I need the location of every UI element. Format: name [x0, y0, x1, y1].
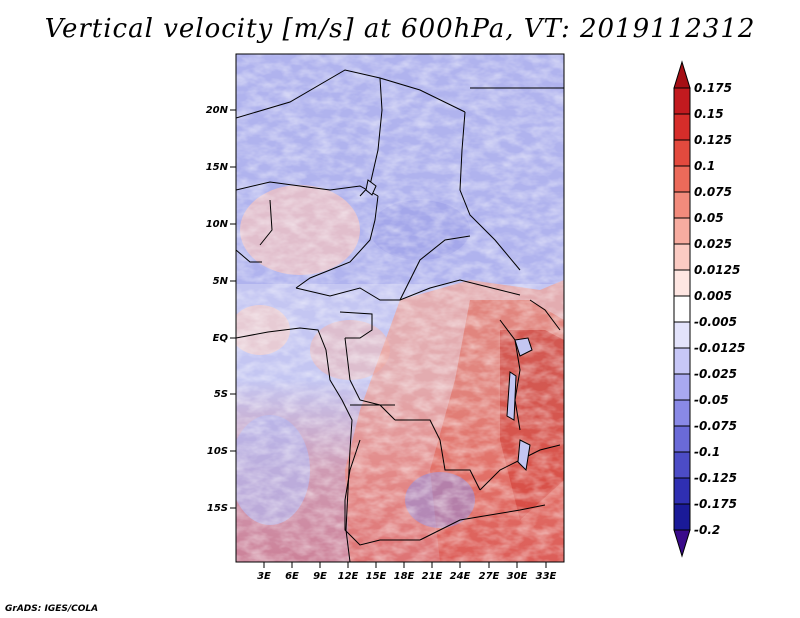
- colorbar-label: 0.025: [694, 237, 732, 251]
- colorbar-label: 0.075: [694, 185, 732, 199]
- map-frame: [235, 53, 565, 563]
- lon-tick-label: 27E: [479, 571, 500, 582]
- coastline: [236, 327, 353, 562]
- colorbar-segment: [673, 347, 691, 375]
- latitude-axis: 20N 15N 10N 5N EQ 5S 10S 15S: [206, 105, 236, 514]
- colorbar-segment: [673, 217, 691, 245]
- lon-tick-label: 18E: [394, 571, 415, 582]
- lon-tick-label: 9E: [313, 571, 327, 582]
- colorbar-top-arrow: [673, 60, 691, 89]
- colorbar-segment: [673, 87, 691, 115]
- colorbar-label: -0.05: [694, 393, 729, 407]
- colorbar-segment: [673, 295, 691, 323]
- colorbar-segment: [673, 321, 691, 349]
- colorbar-label: -0.125: [694, 471, 737, 485]
- lakes: [365, 179, 533, 472]
- lon-tick-label: 33E: [536, 571, 557, 582]
- colorbar-segment: [673, 399, 691, 427]
- lat-tick-label: EQ: [213, 333, 229, 344]
- colorbar-label: -0.075: [694, 419, 737, 433]
- lon-tick-label: 21E: [422, 571, 443, 582]
- colorbar-label: -0.1: [694, 445, 720, 459]
- colorbar-label: -0.2: [694, 523, 720, 537]
- lat-tick-label: 10N: [206, 219, 229, 230]
- lon-tick-label: 3E: [257, 571, 271, 582]
- colorbar-label: 0.15: [694, 107, 724, 121]
- colorbar-segment: [673, 425, 691, 453]
- colorbar-segment: [673, 451, 691, 479]
- longitude-axis: 3E 6E 9E 12E 15E 18E 21E 24E 27E 30E 33E: [257, 562, 557, 582]
- colorbar-label: 0.175: [694, 81, 732, 95]
- map-title: Vertical velocity [m/s] at 600hPa, VT: 2…: [44, 14, 756, 44]
- lon-tick-label: 24E: [450, 571, 471, 582]
- colorbar-segment: [673, 113, 691, 141]
- vertical-velocity-map: [236, 54, 564, 562]
- colorbar-label: 0.125: [694, 133, 732, 147]
- lat-tick-label: 20N: [206, 105, 229, 116]
- colorbar-label: -0.175: [694, 497, 737, 511]
- colorbar-segment: [673, 139, 691, 167]
- colorbar-label: -0.025: [694, 367, 737, 381]
- colorbar-label: -0.0125: [694, 341, 745, 355]
- lat-tick-label: 5N: [213, 276, 229, 287]
- colorbar: 0.175 0.15 0.125 0.1 0.075 0.05 0.025 0.0125 0.0…: [673, 60, 745, 558]
- colorbar-segment: [673, 477, 691, 505]
- colorbar-label: 0.1: [694, 159, 715, 173]
- colorbar-segment: [673, 269, 691, 297]
- lon-tick-label: 15E: [366, 571, 387, 582]
- grads-credit: GrADS: IGES/COLA: [5, 604, 99, 614]
- colorbar-segment: [673, 503, 691, 531]
- lat-tick-label: 15S: [207, 503, 228, 514]
- colorbar-segment: [673, 243, 691, 271]
- lon-tick-label: 30E: [507, 571, 528, 582]
- colorbar-label: 0.05: [694, 211, 724, 225]
- colorbar-label: 0.005: [694, 289, 732, 303]
- country-borders: [236, 69, 564, 546]
- lat-tick-label: 15N: [206, 162, 229, 173]
- colorbar-segment: [673, 191, 691, 219]
- colorbar-label: -0.005: [694, 315, 737, 329]
- lon-tick-label: 6E: [285, 571, 299, 582]
- colorbar-segment: [673, 165, 691, 193]
- lat-tick-label: 5S: [214, 389, 228, 400]
- lon-tick-label: 12E: [338, 571, 359, 582]
- lat-tick-label: 10S: [207, 446, 228, 457]
- colorbar-bottom-arrow: [673, 529, 691, 558]
- colorbar-segment: [673, 373, 691, 401]
- colorbar-label: 0.0125: [694, 263, 740, 277]
